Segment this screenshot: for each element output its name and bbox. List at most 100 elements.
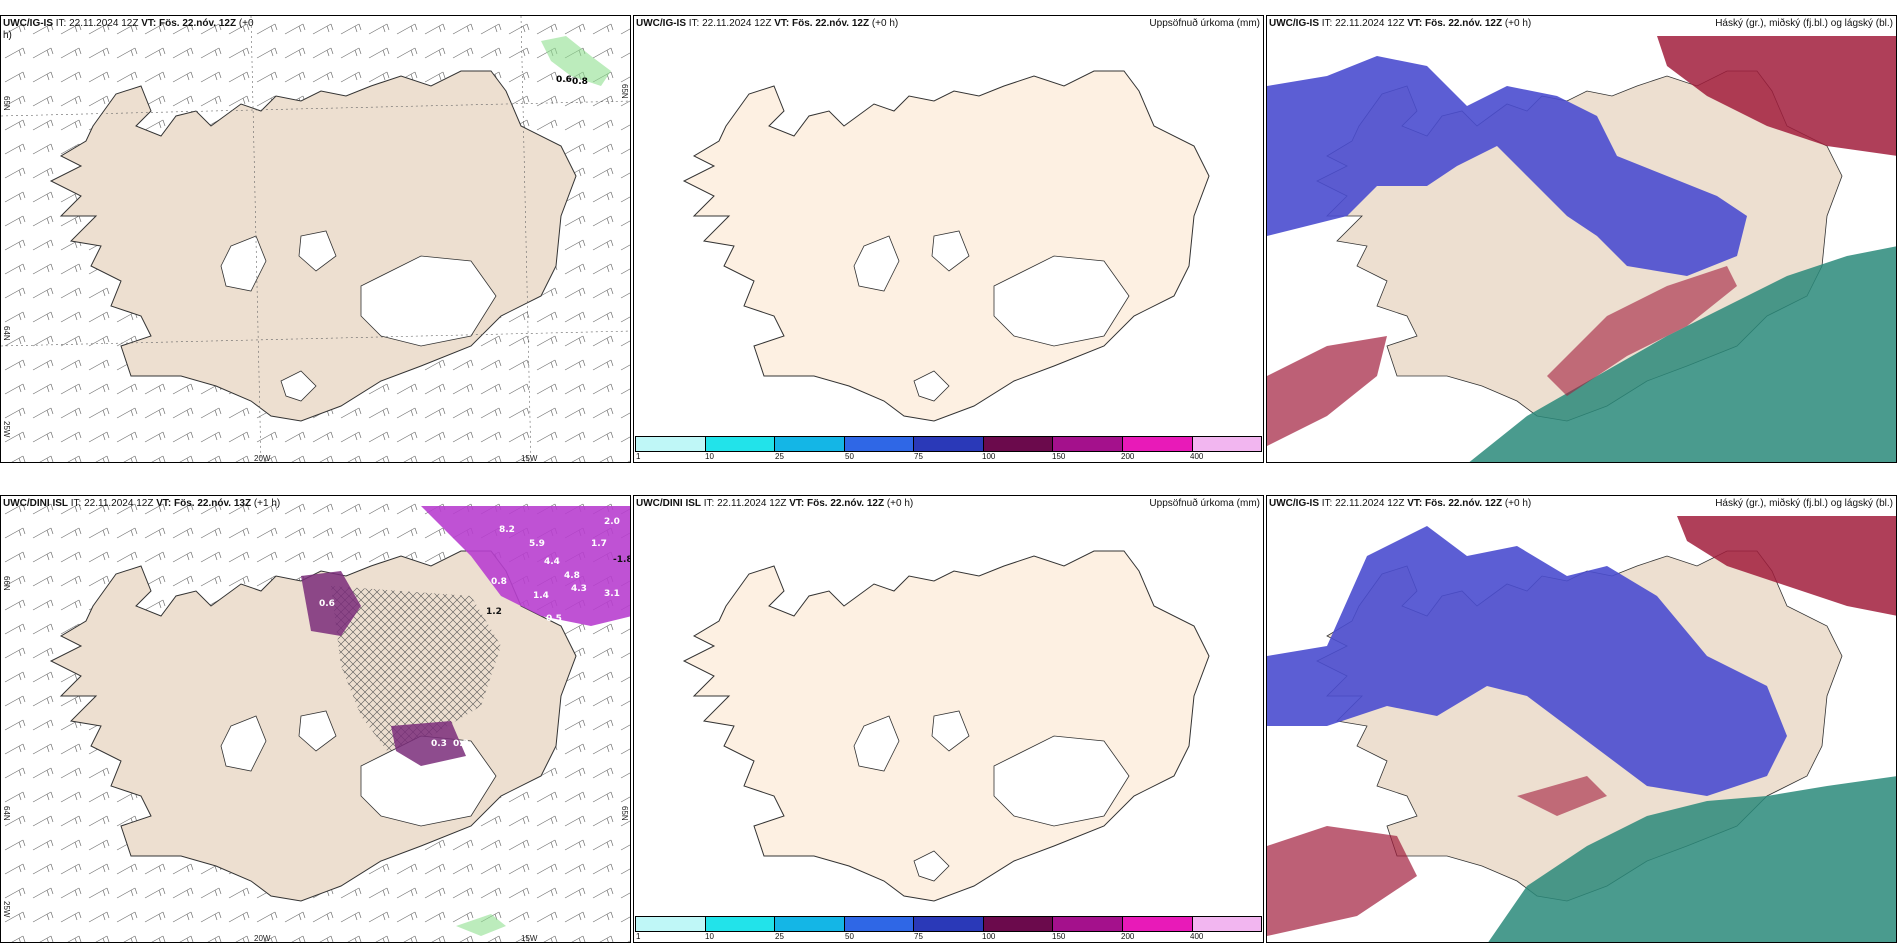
lead-time-cont: h) xyxy=(3,30,12,41)
model-name: UWC/DINI ISL xyxy=(3,498,68,509)
low-cloud xyxy=(1267,526,1787,796)
wind-barb-map: 0.6 0.8 xyxy=(1,16,630,462)
value-label: 3.1 xyxy=(604,589,620,599)
valid-time: VT: Fös. 22.nóv. 12Z xyxy=(141,18,237,29)
colorbar-tick: 200 xyxy=(1121,452,1135,461)
value-label: 0.3 xyxy=(453,739,469,749)
valid-time: VT: Fös. 22.nóv. 12Z xyxy=(789,498,885,509)
colorbar-cell xyxy=(705,917,776,931)
colorbar-tick: 1 xyxy=(636,932,641,941)
lon-label: 15W xyxy=(521,454,538,463)
colorbar-tick: 150 xyxy=(1052,932,1066,941)
colorbar xyxy=(635,436,1262,452)
panel-title: Uppsöfnuð úrkoma (mm) xyxy=(1149,18,1260,29)
colorbar-cell xyxy=(705,437,776,451)
colorbar-labels: 1 10 25 50 75 100 150 200 400 xyxy=(635,932,1262,942)
colorbar-cell xyxy=(844,437,915,451)
panel-header: UWC/DINI ISL IT: 22.11.2024 12Z VT: Fös.… xyxy=(3,498,280,510)
panel-bottom-left: 8.2 5.9 4.4 4.8 4.3 0.8 1.4 1.2 0.5 2.0 … xyxy=(0,495,631,943)
value-label: 8.2 xyxy=(499,525,515,535)
valid-time: VT: Fös. 22.nóv. 12Z xyxy=(1407,498,1503,509)
glacier xyxy=(360,255,497,347)
init-time: IT: 22.11.2024 12Z xyxy=(70,498,154,509)
value-label: 4.4 xyxy=(544,557,560,567)
cloud-map xyxy=(1267,496,1896,942)
value-label: 1.7 xyxy=(591,539,607,549)
low-cloud xyxy=(1267,56,1747,276)
lat-label: 65N xyxy=(2,96,11,111)
lat-label: 65N xyxy=(620,806,629,821)
colorbar-cell xyxy=(1192,917,1262,931)
glacier xyxy=(853,235,900,292)
colorbar-tick: 200 xyxy=(1121,932,1135,941)
mid-cloud xyxy=(1469,246,1896,462)
colorbar-tick: 100 xyxy=(982,932,996,941)
colorbar-labels: 1 10 25 50 75 100 150 200 400 xyxy=(635,452,1262,462)
panel-header: UWC/IG-IS IT: 22.11.2024 12Z VT: Fös. 22… xyxy=(636,18,898,30)
precip-area xyxy=(541,36,611,86)
mid-cloud xyxy=(1488,776,1896,942)
glacier xyxy=(913,370,950,402)
value-label: 0.6 xyxy=(319,599,335,609)
value-label: 0.8 xyxy=(572,77,588,87)
value-label: 0.3 xyxy=(431,739,447,749)
panel-title: Háský (gr.), miðský (fj.bl.) og lágský (… xyxy=(1715,18,1893,29)
precip-map xyxy=(682,70,1210,422)
colorbar-cell xyxy=(914,437,984,451)
colorbar-cell xyxy=(1053,437,1123,451)
init-time: IT: 22.11.2024 12Z xyxy=(1321,18,1405,29)
model-name: UWC/DINI ISL xyxy=(636,498,701,509)
panel-header: UWC/IG-IS IT: 22.11.2024 12Z VT: Fös. 22… xyxy=(1269,18,1531,30)
precip-area xyxy=(301,571,361,636)
valid-time: VT: Fös. 22.nóv. 13Z xyxy=(156,498,252,509)
high-cloud xyxy=(1677,516,1896,616)
value-label: 1.2 xyxy=(486,607,502,617)
wind-barb-map: 8.2 5.9 4.4 4.8 4.3 0.8 1.4 1.2 0.5 2.0 … xyxy=(1,496,630,942)
lon-label: 25W xyxy=(2,901,11,918)
lead-time: (+0 h) xyxy=(1504,18,1532,29)
glacier xyxy=(913,850,950,882)
colorbar-tick: 400 xyxy=(1190,932,1204,941)
colorbar-tick: 50 xyxy=(845,932,854,941)
panel-top-left: 0.6 0.8 UWC/IG-IS IT: 22.11.2024 12Z VT:… xyxy=(0,15,631,463)
colorbar-cell xyxy=(1122,917,1193,931)
glacier xyxy=(993,255,1130,347)
panel-title: Háský (gr.), miðský (fj.bl.) og lágský (… xyxy=(1715,498,1893,509)
value-label: 4.8 xyxy=(564,571,580,581)
lon-label: 15W xyxy=(521,934,538,943)
panel-bottom-middle: UWC/DINI ISL IT: 22.11.2024 12Z VT: Fös.… xyxy=(633,495,1264,943)
glacier xyxy=(993,735,1130,827)
glacier xyxy=(931,710,970,752)
glacier xyxy=(280,370,317,402)
panel-header: UWC/DINI ISL IT: 22.11.2024 12Z VT: Fös.… xyxy=(636,498,913,510)
glacier xyxy=(931,230,970,272)
high-cloud xyxy=(1517,776,1607,816)
value-label: 0.6 xyxy=(556,75,572,85)
glacier xyxy=(298,230,337,272)
colorbar-tick: 10 xyxy=(705,452,714,461)
lon-label: 25W xyxy=(2,421,11,438)
colorbar-tick: 100 xyxy=(982,452,996,461)
colorbar-tick: 75 xyxy=(914,932,923,941)
lead-time: (+0 h) xyxy=(886,498,914,509)
init-time: IT: 22.11.2024 12Z xyxy=(703,498,787,509)
lon-label: 20W xyxy=(254,934,271,943)
colorbar-cell xyxy=(636,437,706,451)
panel-header: UWC/IG-IS IT: 22.11.2024 12Z VT: Fös. 22… xyxy=(3,18,254,42)
colorbar-cell xyxy=(983,917,1054,931)
lat-label: 66N xyxy=(2,576,11,591)
lead-time: (+0 h) xyxy=(871,18,899,29)
lat-label: 65N xyxy=(620,84,629,99)
colorbar-cell xyxy=(1122,437,1193,451)
colorbar-cell xyxy=(1053,917,1123,931)
lead-time: (+0 xyxy=(238,18,254,29)
colorbar-tick: 75 xyxy=(914,452,923,461)
model-name: UWC/IG-IS xyxy=(3,18,53,29)
graticule xyxy=(1,16,630,462)
panel-top-right: UWC/IG-IS IT: 22.11.2024 12Z VT: Fös. 22… xyxy=(1266,15,1897,463)
cloud-map xyxy=(1267,16,1896,462)
valid-time: VT: Fös. 22.nóv. 12Z xyxy=(774,18,870,29)
precip-area xyxy=(391,721,466,766)
colorbar-tick: 50 xyxy=(845,452,854,461)
high-cloud xyxy=(1267,826,1417,936)
